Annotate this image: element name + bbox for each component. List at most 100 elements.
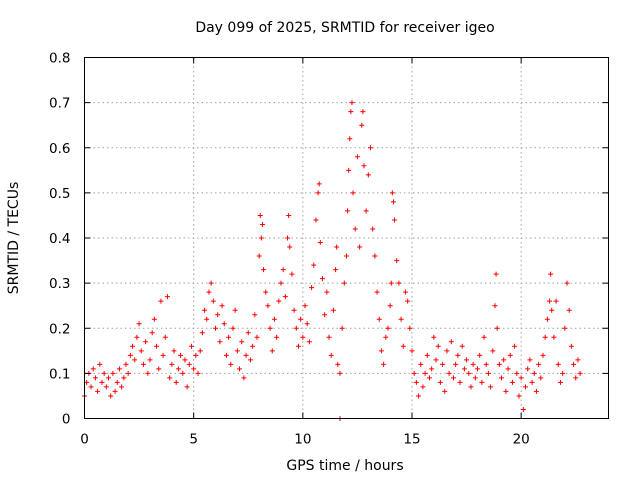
data-point: [389, 190, 395, 196]
data-point: [442, 388, 448, 394]
data-point: [402, 289, 408, 295]
data-point: [121, 375, 127, 381]
data-point: [162, 334, 168, 340]
data-point: [540, 352, 546, 358]
x-tick-label: 20: [513, 432, 530, 448]
data-point: [210, 298, 216, 304]
data-point: [149, 330, 155, 336]
data-point: [306, 339, 312, 345]
data-point: [533, 388, 539, 394]
data-point: [383, 334, 389, 340]
data-point: [501, 357, 507, 363]
data-point: [429, 366, 435, 372]
data-point: [197, 348, 203, 354]
data-point: [175, 366, 181, 372]
data-point: [143, 339, 149, 345]
data-point: [315, 190, 321, 196]
data-point: [158, 298, 164, 304]
data-point: [252, 312, 258, 318]
data-point: [239, 339, 245, 345]
data-point: [426, 375, 432, 381]
data-point: [215, 312, 221, 318]
data-point: [265, 303, 271, 309]
data-point: [472, 375, 478, 381]
data-point: [571, 361, 577, 367]
data-point: [313, 217, 319, 223]
data-point: [171, 348, 177, 354]
data-point: [84, 379, 90, 385]
data-point: [466, 370, 472, 376]
data-point: [261, 267, 267, 273]
data-point: [396, 280, 402, 286]
data-point: [507, 352, 513, 358]
data-point: [311, 262, 317, 268]
data-point: [136, 321, 142, 327]
data-point: [259, 221, 265, 227]
data-point: [132, 357, 138, 363]
data-point: [457, 379, 463, 385]
data-point: [217, 339, 223, 345]
data-point: [418, 361, 424, 367]
data-point: [237, 366, 243, 372]
data-point: [309, 285, 315, 291]
data-point: [348, 109, 354, 115]
y-tick-label: 0.6: [49, 141, 70, 157]
data-point: [479, 379, 485, 385]
x-tick-label: 10: [294, 432, 311, 448]
data-point: [300, 334, 306, 340]
x-axis-label: GPS time / hours: [286, 458, 403, 474]
data-point: [114, 379, 120, 385]
data-point: [433, 357, 439, 363]
data-point: [547, 298, 553, 304]
data-point: [422, 370, 428, 376]
data-point: [553, 298, 559, 304]
data-point: [488, 384, 494, 390]
data-point: [446, 370, 452, 376]
data-point: [257, 212, 263, 218]
data-point: [523, 384, 529, 390]
data-point: [503, 388, 509, 394]
data-point: [378, 348, 384, 354]
data-point: [127, 352, 133, 358]
data-point: [173, 379, 179, 385]
data-point: [529, 379, 535, 385]
data-point: [468, 384, 474, 390]
grid: [84, 57, 609, 419]
data-point: [370, 226, 376, 232]
data-point: [280, 267, 286, 273]
data-point: [448, 339, 454, 345]
data-point: [444, 348, 450, 354]
data-point: [213, 325, 218, 331]
data-point: [285, 235, 291, 241]
data-point: [514, 370, 520, 376]
data-point: [90, 366, 96, 372]
data-point: [322, 312, 328, 318]
y-tick-label: 0.5: [49, 186, 70, 202]
data-point: [573, 375, 579, 381]
data-point: [420, 384, 426, 390]
data-point: [330, 307, 336, 313]
data-point: [555, 361, 561, 367]
data-point: [289, 271, 295, 277]
data-point: [333, 267, 339, 273]
data-point: [169, 361, 175, 367]
data-point: [147, 357, 153, 363]
data-point: [536, 361, 542, 367]
data-point: [184, 384, 190, 390]
data-point: [345, 208, 351, 214]
data-point: [368, 145, 374, 151]
data-point: [376, 316, 382, 322]
data-point: [112, 388, 118, 394]
y-tick-label: 0.3: [49, 276, 70, 292]
data-point: [431, 334, 437, 340]
data-point: [103, 384, 109, 390]
data-point: [97, 361, 103, 367]
data-point: [324, 289, 330, 295]
data-point: [341, 280, 347, 286]
data-point: [254, 334, 260, 340]
data-point: [516, 393, 522, 399]
data-point: [347, 136, 353, 142]
y-tick-label: 0.4: [49, 231, 70, 247]
data-point: [328, 352, 334, 358]
